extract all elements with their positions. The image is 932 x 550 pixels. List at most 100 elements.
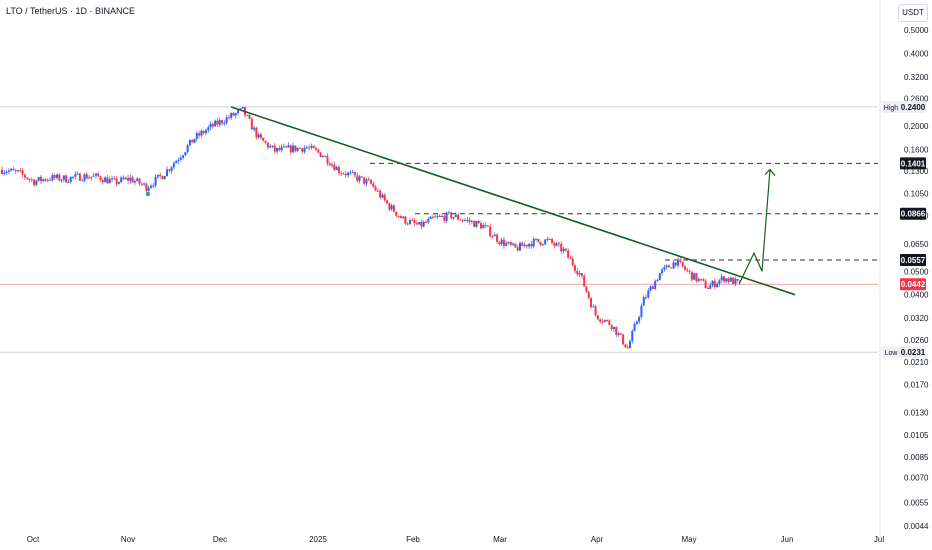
candle-body <box>585 286 588 292</box>
currency-unit-button[interactable]: USDT <box>898 4 928 22</box>
candle-body <box>184 152 187 156</box>
candle-body <box>104 177 107 183</box>
candle-body <box>285 146 288 148</box>
candle-body <box>514 243 517 248</box>
candle-body <box>248 115 251 119</box>
candle-body <box>493 234 496 237</box>
candle-body <box>131 177 134 183</box>
candle-body <box>551 239 554 244</box>
high-tag: 0.2400 <box>901 103 926 112</box>
candle-body <box>500 239 503 245</box>
candle-body <box>383 194 386 201</box>
candle-body <box>246 115 249 117</box>
candle-body <box>594 306 597 316</box>
candle-body <box>445 212 448 221</box>
candle-body <box>546 238 549 240</box>
candle-body <box>124 177 127 180</box>
candle-body <box>681 261 684 267</box>
x-tick-label: May <box>681 535 696 544</box>
candle-body <box>218 120 221 125</box>
high-tag-label: High <box>884 105 899 112</box>
candle-body <box>704 280 707 288</box>
level-tag-bg <box>900 253 926 266</box>
candle-body <box>207 127 210 131</box>
candle-body <box>62 175 65 180</box>
candle-body <box>505 243 508 246</box>
low-tag: 0.0231 <box>901 348 926 357</box>
candle-body <box>612 326 615 330</box>
candle-body <box>88 177 91 179</box>
candle-body <box>12 168 15 171</box>
candle-body <box>516 247 519 251</box>
candle-body <box>679 259 682 262</box>
candle-body <box>408 220 411 224</box>
candle-body <box>37 176 40 181</box>
candle-body <box>333 164 336 171</box>
candle-body <box>129 177 132 181</box>
projection-path[interactable] <box>738 169 771 285</box>
candle-body <box>674 262 677 266</box>
candle-body <box>528 243 531 247</box>
candle-body <box>700 279 703 281</box>
y-tick-label: 0.4000 <box>904 49 929 58</box>
candle-body <box>195 133 198 139</box>
time-axis: Oct Nov Dec 2025 Feb Mar Apr May Jun Jul <box>27 535 885 544</box>
candle-body <box>46 179 49 181</box>
trendline[interactable] <box>230 106 796 296</box>
candle-body <box>507 242 510 244</box>
candle-body <box>113 178 116 180</box>
candle-body <box>624 344 627 348</box>
candle-body <box>677 259 680 266</box>
candle-body <box>482 225 485 229</box>
candle-body <box>28 179 31 181</box>
candle-body <box>3 172 6 174</box>
y-tick-label: 0.0400 <box>904 291 929 300</box>
candle-body <box>732 277 735 285</box>
candle-body <box>608 320 611 326</box>
candle-body <box>434 216 437 218</box>
candle-body <box>170 167 173 171</box>
y-tick-label: 0.1600 <box>904 145 929 154</box>
y-tick-label: 0.0500 <box>904 267 929 276</box>
candle-body <box>578 273 581 275</box>
candle-body <box>480 223 483 229</box>
x-tick-label: Nov <box>121 535 135 544</box>
trendline-layer[interactable] <box>230 106 796 296</box>
candle-body <box>149 185 152 188</box>
y-tick-label: 0.1300 <box>904 167 929 176</box>
candle-body <box>108 179 111 184</box>
candle-body <box>234 113 237 116</box>
candle-body <box>314 148 317 150</box>
candle-body <box>452 216 455 219</box>
candle-body <box>186 145 189 153</box>
candle-body <box>363 177 366 184</box>
candle-body <box>344 173 347 176</box>
candle-body <box>617 333 620 336</box>
candle-body <box>606 320 609 322</box>
candle-body <box>468 219 471 222</box>
candle-body <box>544 239 547 245</box>
candle-body <box>138 178 141 184</box>
candle-body <box>7 170 10 172</box>
candle-body <box>539 241 542 245</box>
candle-body <box>457 214 460 220</box>
event-marker[interactable] <box>145 191 151 197</box>
candle-body <box>312 145 315 149</box>
candle-body <box>156 174 159 177</box>
candle-body <box>74 174 77 177</box>
candle-body <box>443 216 446 221</box>
y-tick-label: 0.0044 <box>904 522 929 531</box>
candle-body <box>651 286 654 289</box>
candle-body <box>489 226 492 237</box>
candle-body <box>622 334 625 345</box>
candle-body <box>133 181 136 183</box>
candle-body <box>117 182 120 184</box>
candle-body <box>592 306 595 308</box>
candle-body <box>537 238 540 242</box>
candle-body <box>649 286 652 291</box>
candle-body <box>85 174 88 179</box>
candle-body <box>42 179 45 182</box>
candle-body <box>502 239 505 246</box>
candle-body <box>397 215 400 217</box>
